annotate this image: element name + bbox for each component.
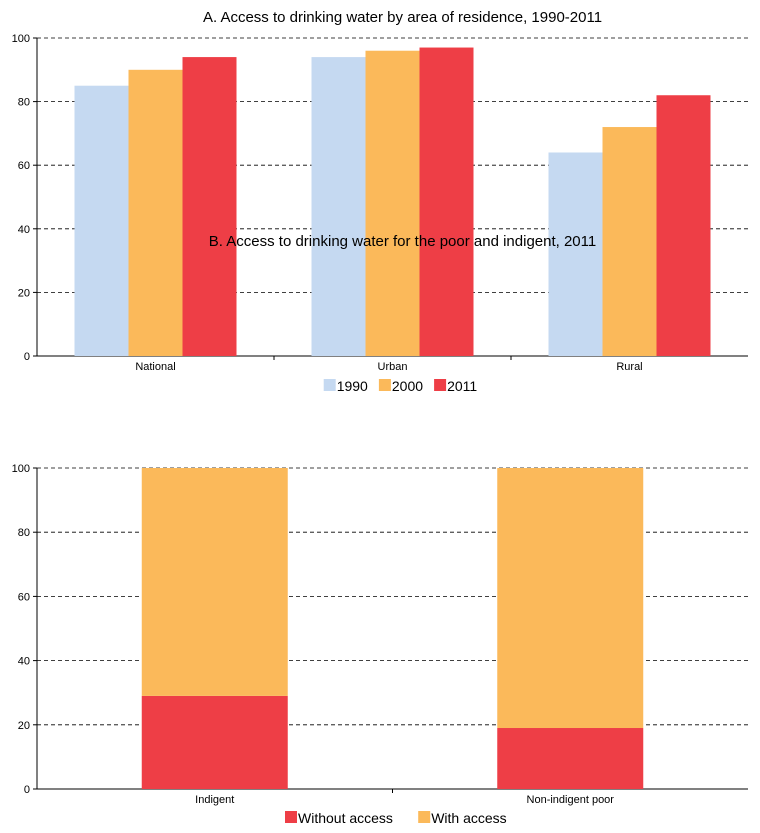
chart-a-category-label: Urban	[378, 361, 408, 373]
chart-b-title: B. Access to drinking water for the poor…	[209, 233, 596, 250]
chart-b-bar-segment	[141, 695, 288, 789]
chart-b-y-tick-label: 60	[18, 591, 30, 603]
chart-a-bar	[602, 127, 657, 356]
chart-b-y-tick-label: 40	[18, 656, 30, 668]
chart-a-title: A. Access to drinking water by area of r…	[203, 9, 602, 26]
chart-a-y-tick-label: 60	[18, 160, 30, 172]
chart-a-y-tick-label: 0	[24, 351, 30, 363]
chart-a: 0 20 40 60 80 100 National Urban Rural 1990 2000 20…	[12, 33, 748, 394]
chart-a-y-tick-label: 20	[18, 287, 30, 299]
chart-a-legend-label: 1990	[337, 378, 368, 394]
chart-a-bar	[656, 95, 711, 357]
chart-a-category-label: Rural	[616, 361, 642, 373]
chart-b: 0 20 40 60 80 100 Indigent Non-indigent poor Wit…	[12, 463, 748, 826]
chart-b-legend-label: Without access	[298, 810, 393, 826]
chart-b-legend-swatch	[285, 811, 297, 823]
chart-a-legend-label: 2000	[392, 378, 423, 394]
chart-b-legend-label: With access	[431, 810, 506, 826]
chart-b-legend-swatch	[418, 811, 431, 823]
chart-a-legend-swatch	[323, 379, 336, 391]
chart-b-bar-segment	[141, 468, 288, 696]
chart-b-y-tick-label: 100	[12, 463, 30, 475]
chart-a-legend-swatch	[434, 379, 447, 391]
chart-a-category-label: National	[135, 361, 175, 373]
chart-a-bar	[128, 69, 183, 357]
chart-a-y-tick-label: 100	[12, 33, 30, 45]
chart-a-y-tick-label: 40	[18, 224, 30, 236]
chart-a-bar	[419, 47, 474, 356]
chart-b-y-tick-label: 20	[18, 720, 30, 732]
chart-b-category-label: Non-indigent poor	[527, 794, 615, 806]
chart-b-y-tick-label: 0	[24, 784, 30, 796]
chart-a-bar	[548, 152, 603, 356]
chart-a-bar	[182, 57, 237, 356]
chart-b-bar-segment	[497, 728, 644, 789]
chart-a-legend-label: 2011	[447, 378, 477, 394]
chart-b-y-tick-label: 80	[18, 527, 30, 539]
chart-a-bar	[365, 50, 420, 356]
chart-b-category-label: Indigent	[195, 794, 234, 806]
chart-a-bar	[311, 57, 366, 356]
chart-a-bar	[74, 85, 129, 356]
chart-b-bar-segment	[497, 468, 644, 729]
chart-a-y-tick-label: 80	[18, 97, 30, 109]
chart-a-legend-swatch	[378, 379, 391, 391]
